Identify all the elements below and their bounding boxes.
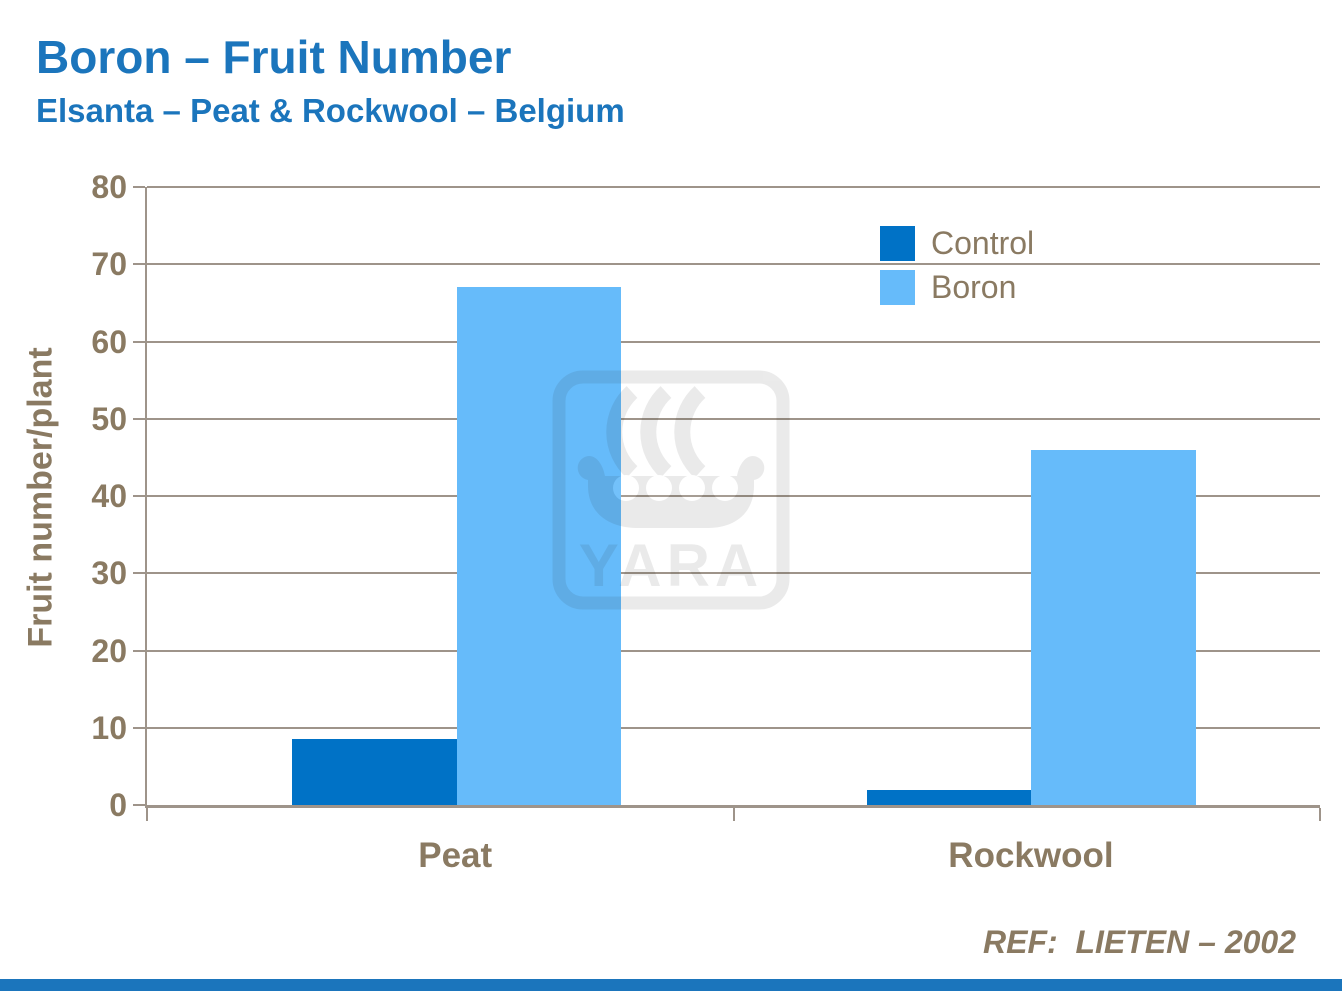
gridline-50: [147, 417, 1320, 420]
legend-entry-boron: Boron: [880, 269, 1034, 306]
bar-control-peat: [291, 739, 457, 805]
y-tick-mark: [133, 186, 145, 188]
y-tick-mark: [133, 495, 145, 497]
y-tick-label-20: 20: [91, 632, 127, 669]
y-tick-label-60: 60: [91, 323, 127, 360]
y-tick-label-80: 80: [91, 169, 127, 205]
y-tick-mark: [133, 340, 145, 343]
gridline-30: [147, 572, 1320, 575]
y-tick-mark: [133, 572, 145, 575]
gridline-70: [147, 263, 1320, 266]
x-tick-mark: [146, 808, 148, 821]
y-axis-title-text: Fruit number/plant: [21, 347, 60, 648]
gridline-80: [147, 186, 1320, 188]
y-tick-label-40: 40: [91, 478, 127, 514]
legend-swatch-boron: [880, 270, 915, 306]
y-tick-label-0: 0: [109, 787, 127, 823]
legend-label-control: Control: [931, 225, 1035, 261]
y-tick-mark: [133, 263, 145, 266]
legend: Control Boron: [880, 225, 1035, 314]
bar-boron-peat: [456, 287, 622, 805]
gridline-60: [147, 340, 1320, 343]
x-tick-mark: [732, 808, 735, 821]
chart-title: Boron – Fruit Number: [36, 31, 512, 83]
legend-label-boron: Boron: [931, 269, 1017, 306]
gridline-10: [147, 726, 1320, 729]
footer-accent-bar: [0, 979, 1342, 991]
y-tick-label-50: 50: [91, 400, 127, 437]
gridline-40: [147, 495, 1320, 497]
bar-control-rockwool: [866, 789, 1032, 805]
y-tick-mark: [133, 417, 145, 420]
category-label-peat: Peat: [418, 836, 493, 875]
y-tick-mark: [133, 804, 145, 806]
plot-area: 0 10 20 30 40 50 60 70 80: [91, 171, 1321, 821]
y-tick-label-30: 30: [91, 555, 127, 592]
x-tick-mark: [1319, 808, 1321, 821]
category-label-rockwool: Rockwool: [948, 836, 1114, 875]
y-tick-label-10: 10: [91, 709, 127, 746]
y-tick-mark: [133, 649, 145, 652]
y-axis-title: Fruit number/plant: [8, 187, 74, 808]
reference-text: REF: LIETEN – 2002: [983, 924, 1296, 960]
gridline-20: [147, 649, 1320, 652]
y-tick-mark: [133, 726, 145, 729]
chart-subtitle: Elsanta – Peat & Rockwool – Belgium: [36, 92, 625, 129]
legend-swatch-control: [880, 226, 915, 262]
legend-entry-control: Control: [880, 225, 1035, 262]
y-tick-label-70: 70: [91, 246, 127, 283]
bar-boron-rockwool: [1031, 449, 1197, 805]
